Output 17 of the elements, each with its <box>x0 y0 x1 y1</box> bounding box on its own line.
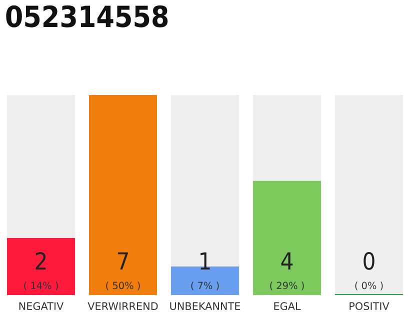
data-label: 7 ( 50% ) <box>106 252 140 290</box>
data-label: 1 ( 7% ) <box>191 252 219 290</box>
bar <box>334 95 404 296</box>
data-label: 2 ( 14% ) <box>24 252 58 290</box>
chart-title: 052314558 <box>6 5 168 28</box>
bar <box>88 95 158 296</box>
bar <box>252 95 322 181</box>
x-tick-label: UNBEKANNTE <box>170 302 240 310</box>
data-label: 0 ( 0% ) <box>355 252 383 290</box>
data-label: 4 ( 29% ) <box>270 252 304 290</box>
x-tick-label: VERWIRREND <box>88 302 158 310</box>
bar <box>6 238 76 296</box>
x-tick-label: EGAL <box>274 302 301 310</box>
bar <box>6 95 76 238</box>
x-tick-label: POSITIV <box>350 302 390 310</box>
bar <box>252 180 322 296</box>
x-tick-label: NEGATIV <box>19 302 64 310</box>
